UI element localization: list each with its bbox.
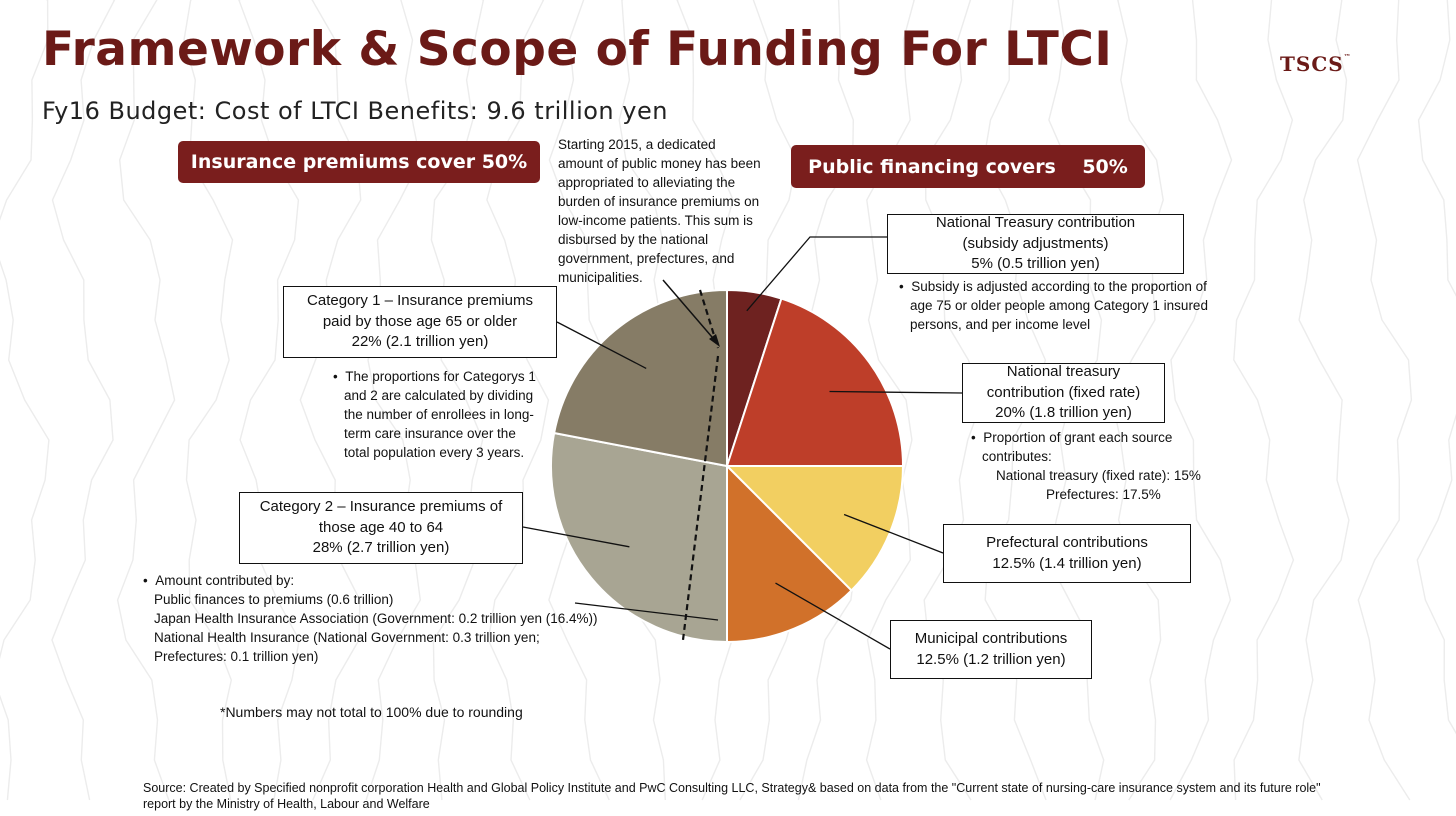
note-line: National Health Insurance (National Gove…	[154, 630, 540, 645]
label-national-fixed: National treasury contribution (fixed ra…	[962, 363, 1165, 423]
note-line: contributes:	[982, 449, 1052, 464]
label-line: 5% (0.5 trillion yen)	[971, 255, 1100, 273]
page-subtitle: Fy16 Budget: Cost of LTCI Benefits: 9.6 …	[42, 97, 668, 125]
label-line: 12.5% (1.2 trillion yen)	[916, 650, 1066, 668]
leader-line-prefectural	[843, 513, 944, 554]
leader-line-category2	[522, 526, 630, 548]
public-financing-banner: Public financing covers 50%	[791, 145, 1145, 188]
note-line: government, prefectures, and	[558, 251, 735, 266]
subsidy-note: Subsidy is adjusted according to the pro…	[898, 277, 1243, 334]
insurance-premiums-banner: Insurance premiums cover 50%	[178, 141, 540, 183]
label-line: National treasury	[1006, 363, 1121, 381]
label-category1: Category 1 – Insurance premiums paid by …	[283, 286, 557, 358]
label-municipal: Municipal contributions 12.5% (1.2 trill…	[890, 620, 1092, 679]
contour-line	[299, 0, 362, 801]
grant-note: Proportion of grant each source contribu…	[970, 428, 1230, 504]
note-line: Starting 2015, a dedicated	[558, 137, 716, 152]
note-line: the number of enrollees in long-	[344, 407, 534, 422]
note-line: burden of insurance premiums on	[558, 194, 760, 209]
label-national-adj: National Treasury contribution (subsidy …	[887, 214, 1184, 274]
label-line: 22% (2.1 trillion yen)	[351, 333, 489, 351]
note-line: persons, and per income level	[910, 317, 1091, 332]
public-money-note: Starting 2015, a dedicated amount of pub…	[558, 135, 798, 287]
note-line: amount of public money has been	[558, 156, 761, 171]
contour-line	[1233, 0, 1295, 801]
source-citation: Source: Created by Specified nonprofit c…	[143, 781, 1321, 811]
contour-line	[1298, 0, 1350, 801]
contour-line	[116, 0, 176, 801]
note-line: Public finances to premiums (0.6 trillio…	[154, 592, 394, 607]
pie-slice-category2	[550, 431, 728, 644]
page-title: Framework & Scope of Funding For LTCI	[42, 22, 1113, 77]
note-line: Prefectures: 17.5%	[1046, 487, 1161, 502]
label-line: Municipal contributions	[914, 630, 1068, 647]
public-money-arrow	[662, 279, 719, 345]
pie-slice-prefectural	[724, 465, 905, 592]
pie-slice-national_fixed	[725, 297, 905, 467]
rounding-footnote: *Numbers may not total to 100% due to ro…	[220, 704, 523, 720]
note-line: Proportion of grant each source	[970, 428, 1230, 447]
leader-line-national_fixed	[829, 390, 963, 394]
trademark-mark: ™	[1343, 52, 1352, 61]
note-line: disbursed by the national	[558, 232, 709, 247]
label-line: Category 2 – Insurance premiums of	[259, 498, 503, 516]
label-line: those age 40 to 64	[318, 518, 444, 536]
contour-line	[1169, 0, 1233, 801]
note-line: The proportions for Categorys 1	[332, 367, 557, 386]
amount-note: Amount contributed by: Public finances t…	[142, 571, 642, 666]
contour-line	[1416, 0, 1456, 735]
leader-line-category1	[556, 321, 647, 369]
label-line: 28% (2.7 trillion yen)	[312, 539, 450, 557]
note-line: appropriated to alleviating the	[558, 175, 736, 190]
contour-line	[865, 0, 915, 801]
leader-line-amount-note	[574, 602, 719, 621]
note-line: Prefectures: 0.1 trillion yen)	[154, 649, 319, 664]
note-line: municipalities.	[558, 270, 643, 285]
label-line: 12.5% (1.4 trillion yen)	[992, 554, 1142, 572]
label-line: paid by those age 65 or older	[322, 312, 518, 330]
contour-line	[51, 0, 116, 801]
contour-line	[238, 0, 300, 801]
label-line: Category 1 – Insurance premiums	[307, 292, 533, 310]
label-category2: Category 2 – Insurance premiums of those…	[239, 492, 523, 564]
brand-logo: TSCS™	[1280, 52, 1352, 76]
note-line: National treasury (fixed rate): 15%	[996, 468, 1201, 483]
brand-name: TSCS	[1280, 52, 1344, 76]
label-line: contribution (fixed rate)	[986, 383, 1141, 401]
note-line: Amount contributed by:	[142, 571, 642, 590]
note-line: Japan Health Insurance Association (Gove…	[154, 611, 598, 626]
note-line: low-income patients. This sum is	[558, 213, 753, 228]
label-line: National Treasury contribution	[935, 214, 1136, 232]
label-prefectural: Prefectural contributions 12.5% (1.4 tri…	[943, 524, 1191, 583]
label-line: Prefectural contributions	[986, 534, 1148, 551]
contour-line	[1356, 0, 1413, 801]
note-line: Subsidy is adjusted according to the pro…	[898, 277, 1243, 296]
label-line: 20% (1.8 trillion yen)	[995, 404, 1132, 422]
note-line: and 2 are calculated by dividing	[344, 388, 534, 403]
leader-line-municipal	[775, 582, 891, 650]
leader-line-national_adj	[746, 236, 887, 312]
pie-slice-municipal	[726, 463, 853, 644]
arrow-head	[709, 334, 720, 347]
contour-line	[183, 0, 234, 801]
dashed-divider	[681, 355, 720, 641]
note-line: term care insurance over the	[344, 426, 516, 441]
proportions-note: The proportions for Categorys 1 and 2 ar…	[332, 367, 557, 462]
label-line: (subsidy adjustments)	[962, 234, 1109, 252]
note-line: age 75 or older people among Category 1 …	[910, 298, 1208, 313]
contour-line	[0, 0, 50, 801]
note-line: total population every 3 years.	[344, 445, 525, 460]
